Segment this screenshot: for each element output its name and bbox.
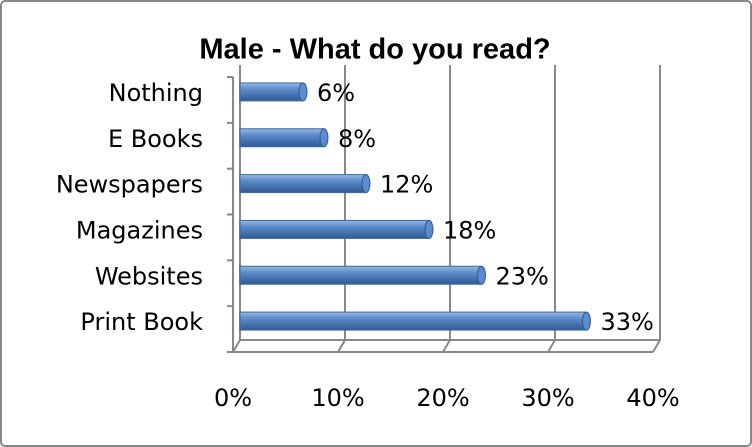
bar <box>239 219 430 239</box>
y-tick-label: Newspapers <box>56 171 203 199</box>
grid-line-floor <box>442 339 451 353</box>
bar <box>239 174 367 194</box>
value-label: 8% <box>338 125 376 153</box>
bar-cap <box>319 128 329 148</box>
value-label: 12% <box>380 171 433 199</box>
bar <box>239 82 304 102</box>
value-label: 18% <box>443 216 496 244</box>
bar-cap <box>582 311 591 331</box>
value-label: 23% <box>496 262 549 290</box>
y-tick-label: E Books <box>108 125 203 153</box>
bar <box>239 311 587 331</box>
value-label: 33% <box>601 308 654 336</box>
x-tick-label: 20% <box>416 384 469 412</box>
x-tick-label: 40% <box>626 384 679 412</box>
y-tick-label: Print Book <box>80 308 203 336</box>
x-tick-label: 30% <box>521 384 574 412</box>
bar-cap <box>477 265 486 285</box>
y-tick-label: Nothing <box>109 79 203 107</box>
bar <box>239 265 482 285</box>
bar-cap <box>424 219 434 239</box>
chart-title: Male - What do you read? <box>199 34 550 66</box>
grid-line-floor <box>652 339 661 353</box>
y-tick-label: Websites <box>95 262 203 290</box>
x-tick-label: 10% <box>311 384 364 412</box>
grid-line-floor <box>337 339 346 353</box>
bar-cap <box>361 174 371 194</box>
x-tick-label: 0% <box>214 384 252 412</box>
y-tick-label: Magazines <box>76 216 203 244</box>
grid-line-floor <box>547 339 556 353</box>
bar <box>239 128 325 148</box>
bar-cap <box>298 82 308 102</box>
grid-line-floor <box>232 339 241 353</box>
value-label: 6% <box>317 79 355 107</box>
